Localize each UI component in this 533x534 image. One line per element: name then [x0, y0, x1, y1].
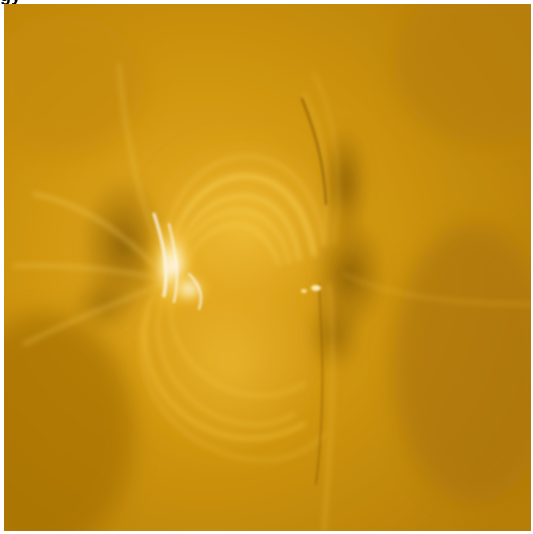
solar-image-frame: [4, 4, 531, 531]
top-caption: gy: [0, 0, 120, 4]
solar-corona-image: [4, 4, 531, 531]
